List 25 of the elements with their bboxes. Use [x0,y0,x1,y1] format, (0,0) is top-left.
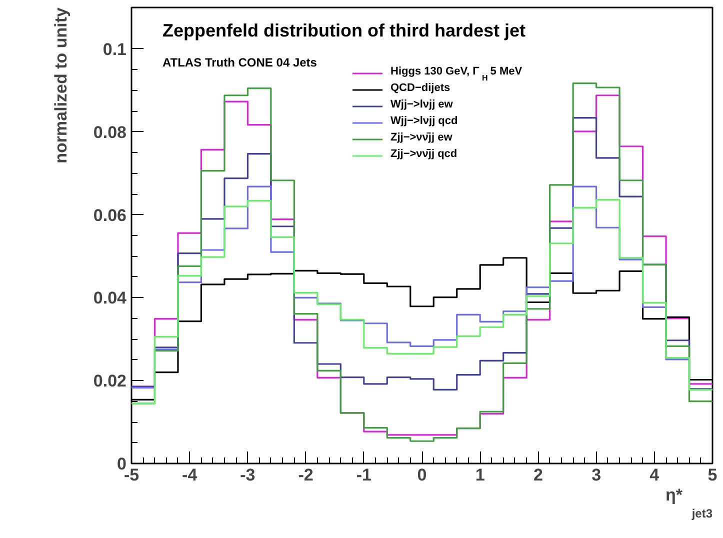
text: ATLAS Truth CONE 04 Jets [162,56,318,70]
x-tick-label: 3 [592,466,602,484]
y-tick-label: 0.08 [93,122,127,142]
y-tick-label: 0.02 [93,372,127,391]
legend-label: Wjj−>lνjj qcd [390,115,458,127]
y-tick-label: 0.04 [93,288,128,308]
legend-label: Zjj−>νν̄jj qcd [390,148,458,160]
x-tick-label: -2 [298,466,314,484]
x-tick-label: -3 [240,466,256,484]
y-axis-title: normalized to unity [52,6,70,164]
legend-label: QCD−dijets [390,82,450,94]
x-axis-title: η*jet3 [666,486,713,520]
x-tick-label: 1 [475,466,485,484]
x-tick-label: -4 [182,466,198,484]
legend-label: Wjj−>lνjj ew [390,98,454,110]
text: Zeppenfeld distribution of third hardest jet [162,20,526,40]
legend-label: Higgs 130 GeV, ΓH 5 MeV [390,66,523,82]
x-tick-label: 5 [708,466,718,484]
y-tick-label: 0.06 [93,206,127,225]
x-tick-label: 4 [650,466,660,484]
x-tick-label: 0 [417,466,427,484]
x-tick-label: 2 [533,466,543,484]
y-tick-label: 0.1 [102,40,127,59]
x-tick-label: -1 [356,466,372,484]
legend-label: Zjj−>νν̄jj ew [390,132,453,144]
